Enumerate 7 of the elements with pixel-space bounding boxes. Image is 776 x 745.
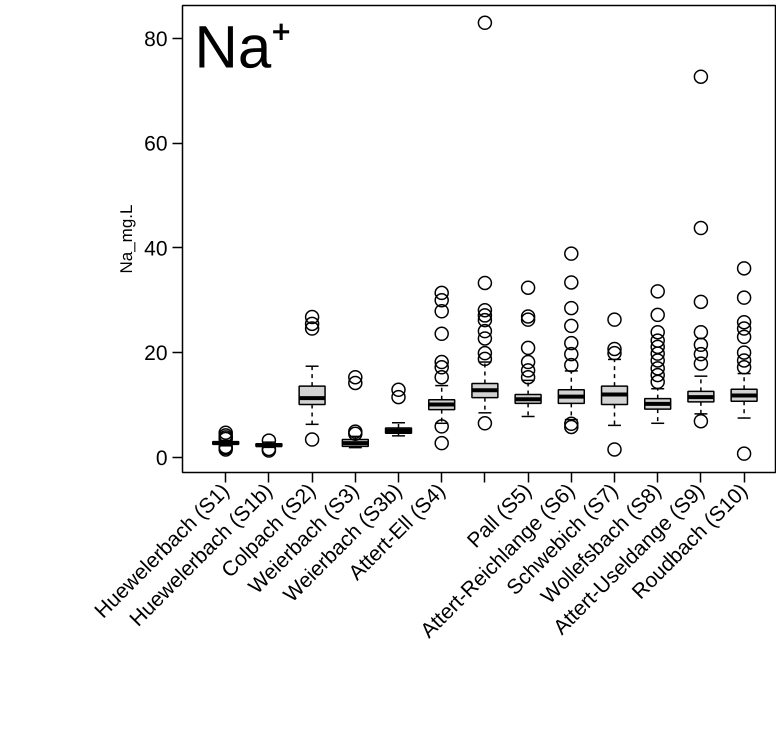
y-tick-label: 0	[156, 446, 168, 470]
y-tick-label: 40	[144, 237, 168, 260]
y-tick-label: 80	[144, 28, 168, 51]
chart-title: Na⁺	[194, 14, 292, 80]
y-tick-label: 20	[144, 342, 168, 366]
y-axis-title: Na_mg.L	[117, 204, 136, 274]
y-tick-label: 60	[144, 132, 168, 156]
